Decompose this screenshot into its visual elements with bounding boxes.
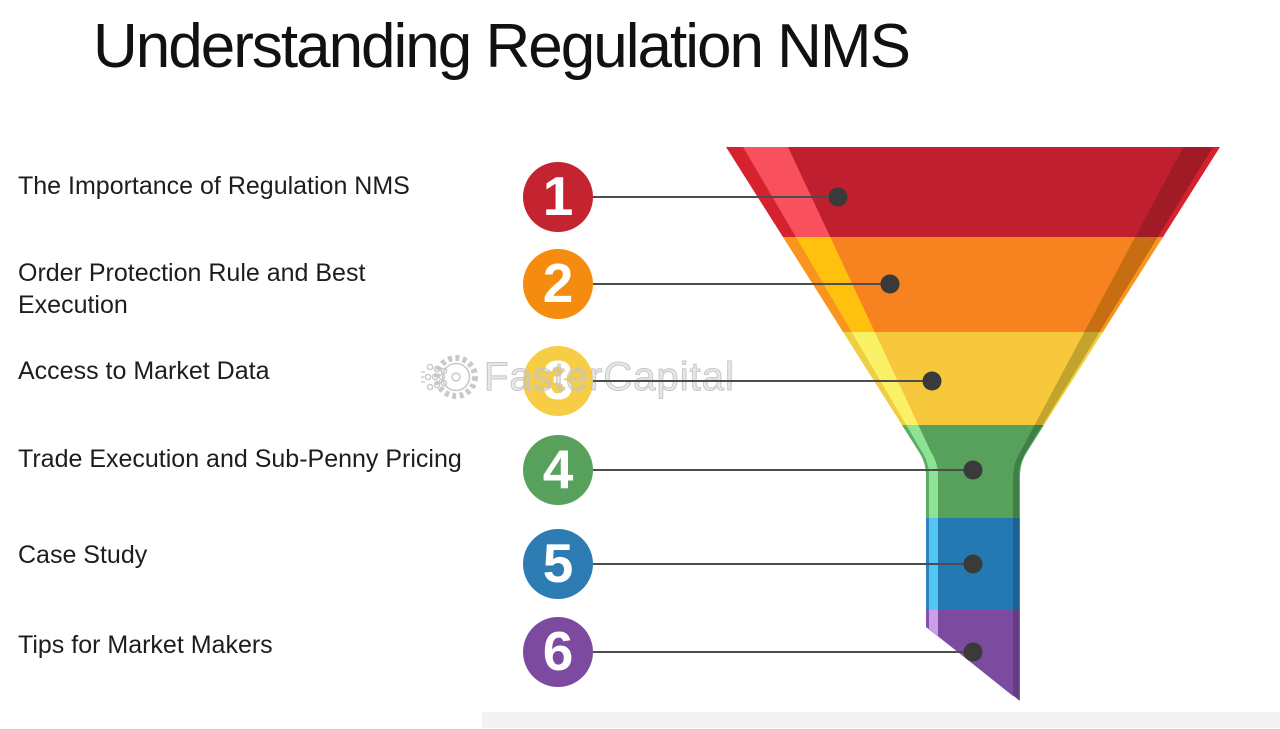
- funnel-item-label: The Importance of Regulation NMS: [18, 172, 410, 200]
- funnel-item-number-badge: 2: [523, 249, 593, 319]
- item-number: 2: [542, 251, 574, 314]
- footer-bar: [482, 712, 1280, 728]
- funnel-band-segment: [743, 147, 1213, 237]
- funnel-band-segment: [788, 518, 1183, 610]
- funnel-band-segment: [788, 147, 1183, 237]
- funnel-band-segment: [726, 518, 1220, 610]
- funnel-item-label: Tips for Market Makers: [18, 631, 273, 659]
- item-number: 1: [542, 164, 574, 227]
- funnel-band-segment: [788, 332, 1183, 425]
- funnel-item-label: Access to Market Data: [18, 357, 270, 385]
- gear-icon: [421, 355, 478, 399]
- funnel-item-number-badge: 1: [523, 162, 593, 232]
- funnel-band-segment: [743, 610, 1183, 696]
- funnel-layer-shadow: [743, 147, 1213, 700]
- funnel-band-segment: [743, 610, 1213, 700]
- funnel-band-segment: [743, 332, 1213, 425]
- funnel-item-number-badge: 6: [523, 617, 593, 687]
- funnel-item-label: Order Protection Rule and Best Execution: [18, 259, 366, 319]
- watermark-brand: FasterCapital: [484, 355, 735, 399]
- item-number: 6: [542, 619, 574, 682]
- funnel-layer-outer: [726, 147, 1220, 701]
- funnel-band-segment: [726, 147, 1220, 237]
- funnel-layer-highlight: [743, 147, 1183, 696]
- funnel-band-segment: [743, 425, 1213, 518]
- funnel-band-segment: [743, 518, 1183, 610]
- funnel-band-segment: [726, 425, 1220, 518]
- funnel-band-segment: [788, 425, 1183, 518]
- funnel-band-segment: [788, 610, 1183, 696]
- funnel-band-segment: [743, 147, 1183, 237]
- funnel-band-segment: [743, 237, 1213, 332]
- connector-dot: [963, 642, 983, 662]
- funnel-band-segment: [743, 425, 1183, 518]
- funnel-item-number-badge: 4: [523, 435, 593, 505]
- connector-dot: [880, 274, 900, 294]
- item-number: 5: [542, 531, 574, 594]
- funnel-band-segment: [726, 610, 1220, 701]
- item-number: 3: [542, 348, 574, 411]
- funnel-layer-body: [788, 147, 1183, 696]
- funnel-band-segment: [726, 332, 1220, 425]
- funnel-item-number-badge: 5: [523, 529, 593, 599]
- funnel-item-label: Trade Execution and Sub-Penny Pricing: [18, 445, 462, 473]
- connector-lines: [593, 187, 983, 662]
- funnel-band-segment: [743, 237, 1183, 332]
- funnel-item-label: Case Study: [18, 541, 148, 569]
- funnel-band-segment: [743, 518, 1213, 610]
- connector-dot: [922, 371, 942, 391]
- page-title: Understanding Regulation NMS: [93, 12, 911, 81]
- item-number: 4: [542, 437, 574, 500]
- funnel-band-segment: [788, 237, 1183, 332]
- funnel-item-number-badge: 3: [523, 346, 593, 416]
- connector-dot: [963, 460, 983, 480]
- funnel-band-segment: [726, 237, 1220, 332]
- funnel-band-segment: [743, 332, 1183, 425]
- connector-dot: [963, 554, 983, 574]
- connector-dot: [828, 187, 848, 207]
